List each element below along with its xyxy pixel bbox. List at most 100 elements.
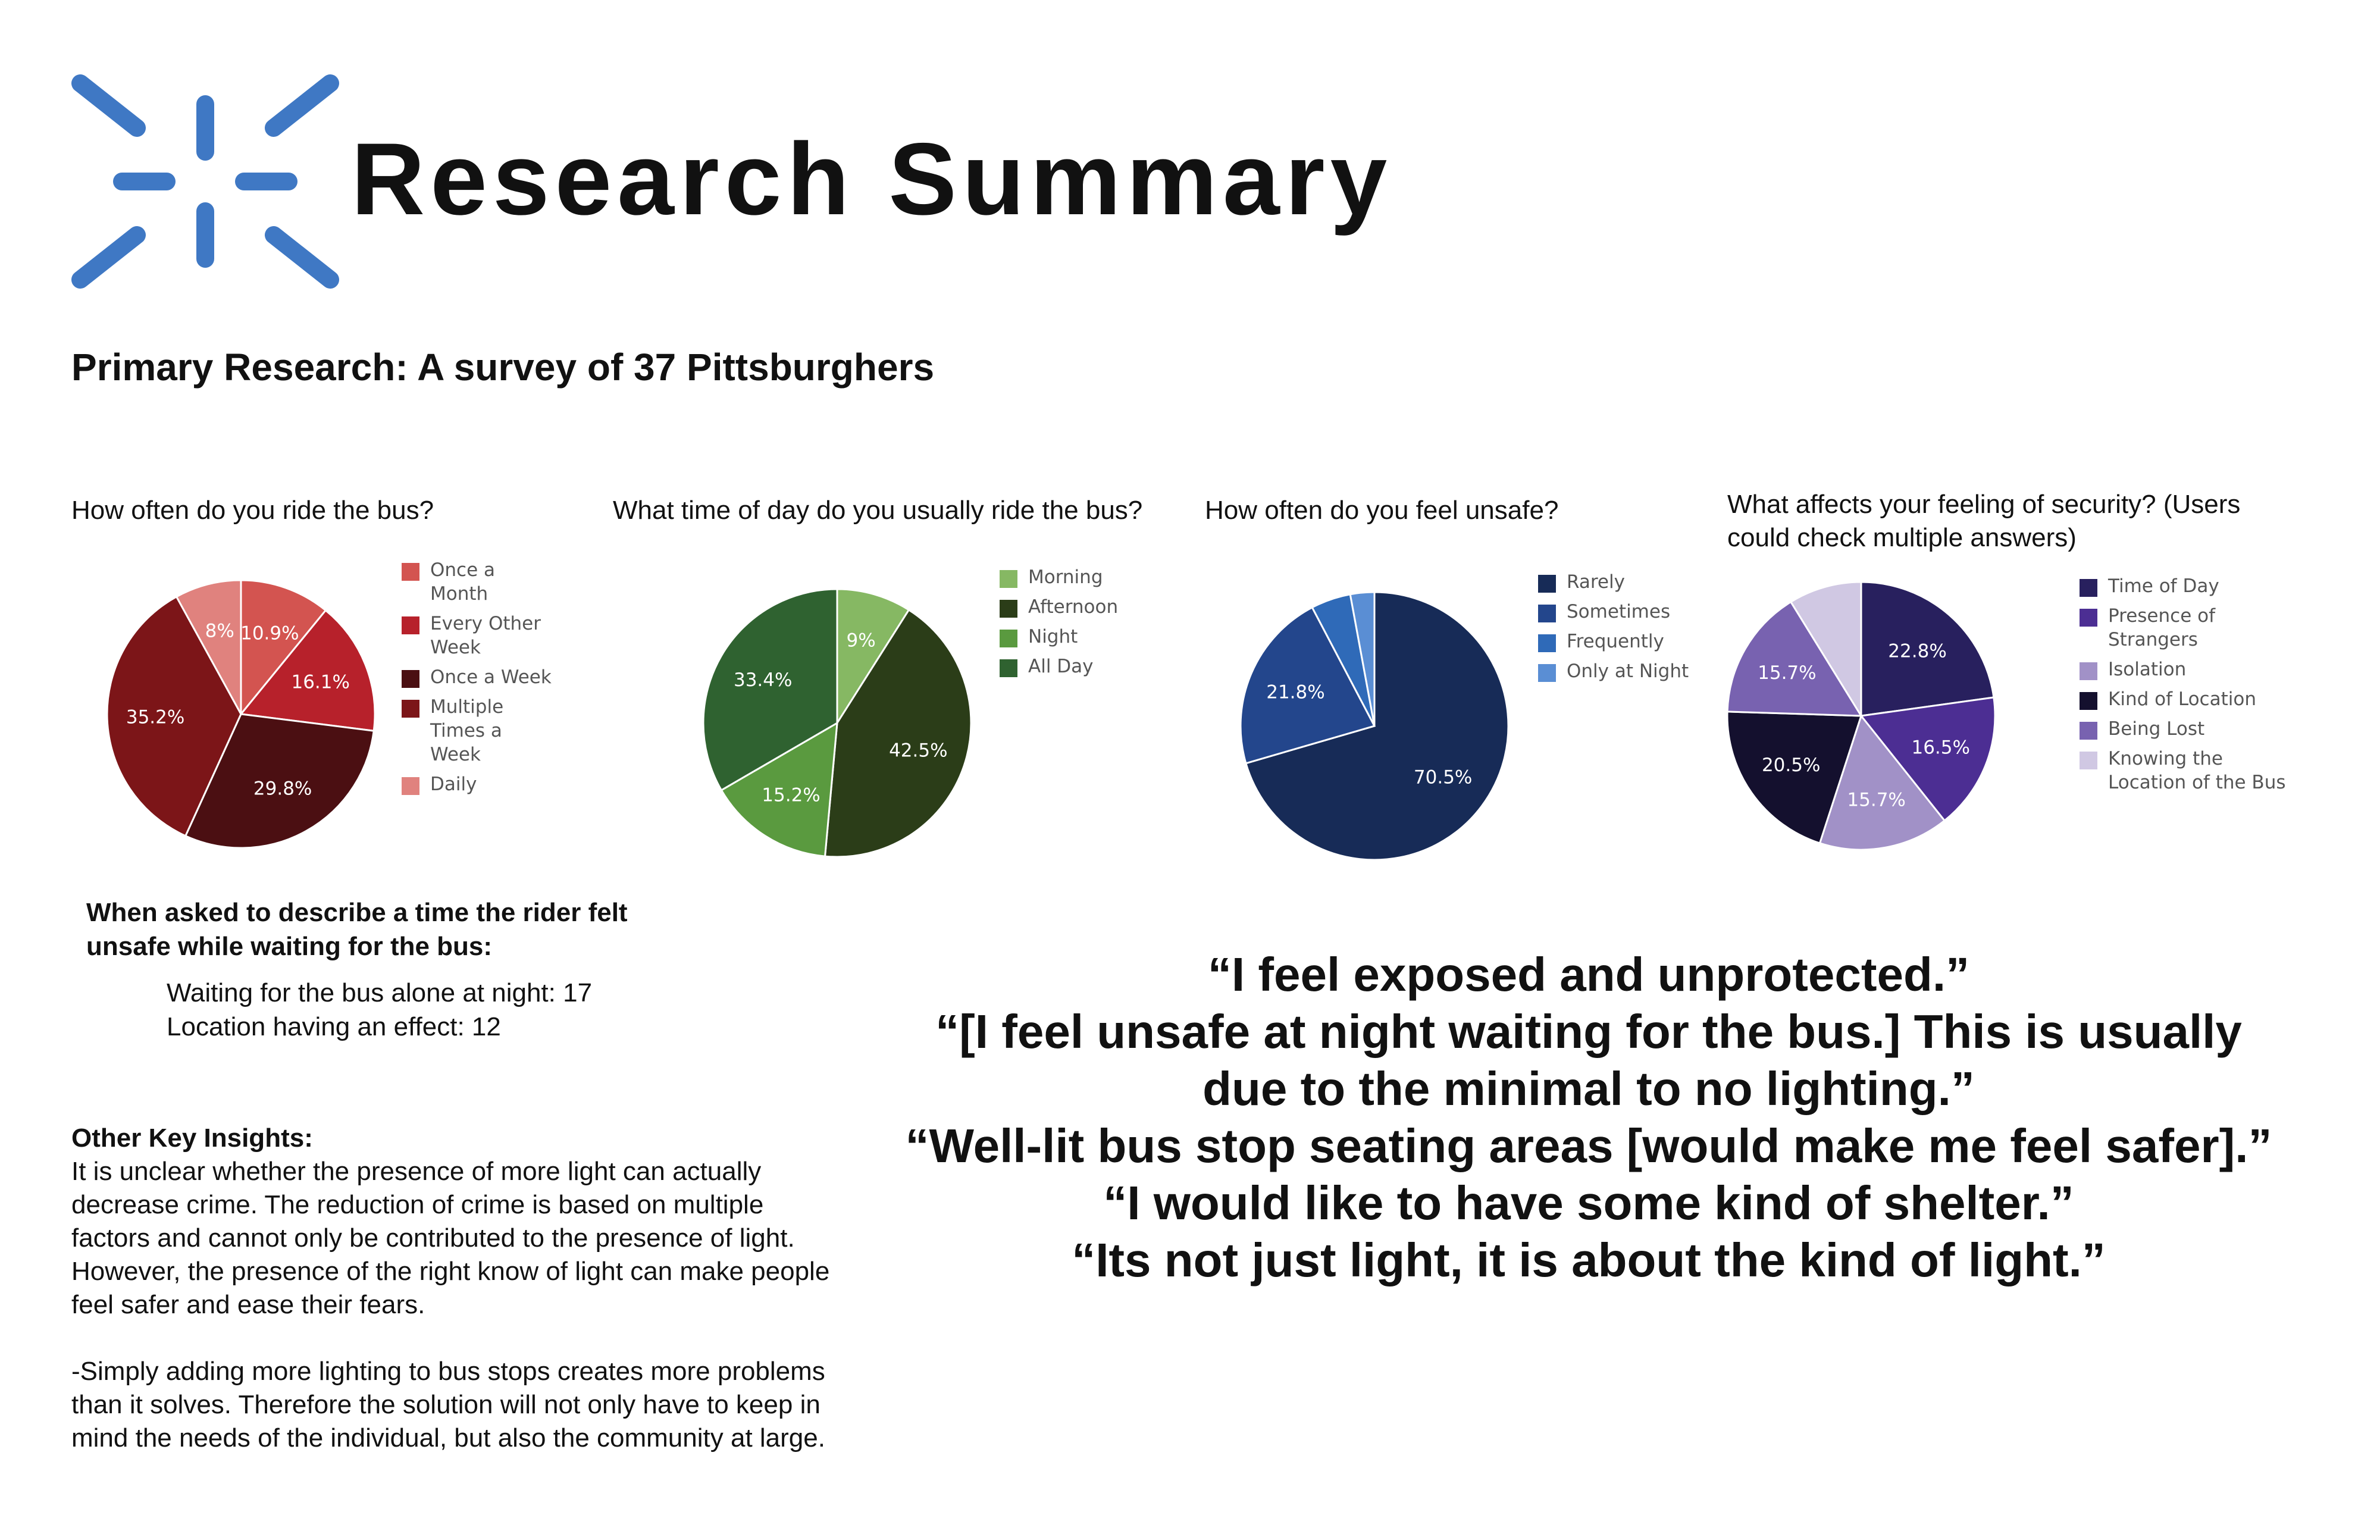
unsafe-section-title: When asked to describe a time the rider … <box>86 898 628 961</box>
legend-swatch <box>402 700 419 718</box>
quotes-list: “I feel exposed and unprotected.” “[I fe… <box>887 946 2291 1289</box>
legend-entry: Morning <box>1000 565 1178 589</box>
legend-swatch <box>2080 752 2097 769</box>
slice-label: 21.8% <box>1266 682 1324 703</box>
slice-label: 33.4% <box>734 669 792 691</box>
legend-label: Isolation <box>2108 659 2187 680</box>
pie-slice <box>1726 710 1863 844</box>
legend-swatch <box>402 563 419 581</box>
legend-entry: Time of Day <box>2080 574 2294 598</box>
slice-label: 35.2% <box>126 706 184 728</box>
logo-ray <box>71 74 146 137</box>
quote: “I feel exposed and unprotected.” <box>1207 948 1970 1001</box>
pie-slice <box>1349 591 1376 727</box>
insights-section: Other Key Insights: It is unclear whethe… <box>71 1122 845 1488</box>
pie-slice <box>239 609 376 732</box>
page-title: Research Summary <box>351 122 1393 236</box>
insights-heading: Other Key Insights: <box>71 1123 313 1153</box>
legend-swatch <box>1000 600 1017 618</box>
legend-label: Only at Night <box>1567 661 1689 682</box>
slice-label: 42.5% <box>889 740 947 761</box>
legend-swatch <box>402 777 419 795</box>
slice-label: 15.2% <box>762 784 820 806</box>
legend-entry: Kind of Location <box>2080 687 2294 711</box>
legend-label: All Day <box>1028 656 1094 677</box>
page-subtitle: Primary Research: A survey of 37 Pittsbu… <box>71 346 935 389</box>
unsafe-list: Waiting for the bus alone at night: 17 L… <box>167 976 592 1044</box>
list-item: Waiting for the bus alone at night: 17 <box>167 978 593 1007</box>
legend-swatch <box>402 670 419 688</box>
legend-label: Once a Week <box>430 666 552 688</box>
chart-title: What time of day do you usually ride the… <box>613 496 1143 525</box>
slice-label: 8% <box>205 621 234 642</box>
chart-title: How often do you feel unsafe? <box>1205 496 1559 525</box>
legend-label: Daily <box>430 774 477 795</box>
pie-chart-time-of-day: 9% 42.5% 15.2% 33.4% <box>702 588 972 858</box>
slice-label: 16.5% <box>1911 737 1969 758</box>
logo-icon <box>71 74 339 289</box>
legend-label: Afternoon <box>1028 596 1119 618</box>
slice-label: 29.8% <box>253 778 312 800</box>
legend-label: Kind of Location <box>2108 688 2256 710</box>
legend-entry: Rarely <box>1538 570 1734 594</box>
legend-entry: Once a Week <box>402 665 556 689</box>
legend-label: Sometimes <box>1567 601 1671 622</box>
slice-label: 10.9% <box>240 622 299 644</box>
pie-chart-feel-unsafe: 70.5% 21.8% <box>1239 591 1510 861</box>
slice-label: 9% <box>847 630 876 652</box>
insights-paragraph: -Simply adding more lighting to bus stop… <box>71 1357 825 1453</box>
legend: Once a Month Every Other Week Once a Week M… <box>402 558 556 802</box>
legend-swatch <box>1000 570 1017 588</box>
pie-slice <box>836 588 910 727</box>
legend-label: Once a Month <box>430 559 496 605</box>
legend-label: Time of Day <box>2108 575 2219 597</box>
legend: Rarely Sometimes Frequently Only at Night <box>1538 570 1734 689</box>
logo-ray <box>71 226 146 289</box>
slice-label: 15.7% <box>1847 790 1905 811</box>
legend-swatch <box>1538 634 1556 652</box>
legend-entry: Frequently <box>1538 630 1734 653</box>
legend-swatch <box>2080 692 2097 710</box>
legend-swatch <box>2080 662 2097 680</box>
legend-swatch <box>1000 630 1017 647</box>
legend-swatch <box>402 616 419 634</box>
legend-entry: Daily <box>402 772 556 796</box>
pie-slice <box>823 608 972 858</box>
slice-label: 16.1% <box>291 672 349 693</box>
legend-swatch <box>2080 722 2097 740</box>
legend-label: Being Lost <box>2108 718 2205 740</box>
logo-ray <box>265 226 339 289</box>
pie-chart-security-factors: 22.8% 16.5% 15.7% 20.5% 15.7% <box>1726 581 1996 851</box>
legend: Morning Afternoon Night All Day <box>1000 565 1178 684</box>
legend-entry: Once a Month <box>402 558 556 606</box>
legend-label: Knowing the Location of the Bus <box>2108 748 2286 793</box>
legend-swatch <box>2080 579 2097 597</box>
pie-slice <box>175 579 242 715</box>
pie-slice <box>1245 591 1510 861</box>
quote: “[I feel unsafe at night waiting for the… <box>935 1005 2242 1115</box>
list-item: Location having an effect: 12 <box>167 1012 501 1041</box>
chart-title: What affects your feeling of security? (… <box>1727 490 2241 552</box>
quote: “Well-lit bus stop seating areas [would … <box>905 1119 2272 1172</box>
legend-label: Night <box>1028 626 1078 647</box>
legend-entry: Being Lost <box>2080 717 2294 741</box>
pie-chart-ride-frequency: 10.9% 16.1% 29.8% 35.2% 8% <box>106 579 376 849</box>
legend-swatch <box>2080 609 2097 627</box>
legend-entry: Only at Night <box>1538 659 1734 683</box>
slice-label: 15.7% <box>1758 662 1816 684</box>
legend-label: Multiple Times a Week <box>430 696 504 765</box>
pie-slice <box>702 588 838 791</box>
chart-title: How often do you ride the bus? <box>71 496 434 525</box>
quote: “Its not just light, it is about the kin… <box>1072 1234 2106 1287</box>
quote: “I would like to have some kind of shelt… <box>1103 1176 2074 1229</box>
legend-swatch <box>1000 659 1017 677</box>
legend-label: Morning <box>1028 566 1103 588</box>
legend-label: Every Other Week <box>430 613 541 658</box>
insights-paragraph: It is unclear whether the presence of mo… <box>71 1157 830 1319</box>
pie-slice <box>240 579 327 717</box>
logo-ray <box>265 74 339 137</box>
slice-label: 22.8% <box>1888 640 1946 662</box>
pie-slice <box>106 595 242 837</box>
legend-entry: Knowing the Location of the Bus <box>2080 747 2294 794</box>
legend-entry: Presence of Strangers <box>2080 604 2294 652</box>
